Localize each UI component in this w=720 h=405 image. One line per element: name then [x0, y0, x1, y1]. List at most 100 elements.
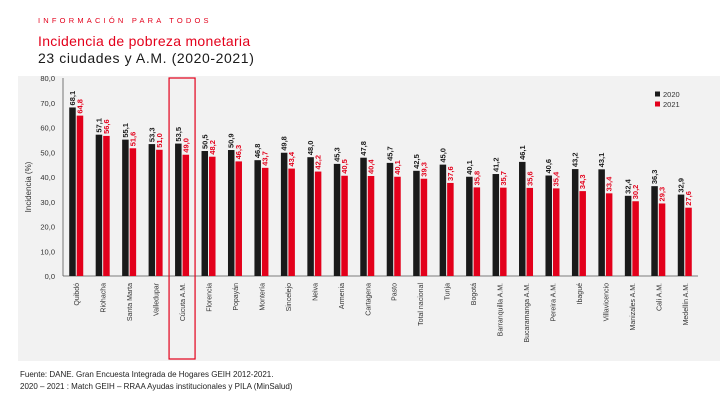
bar-chart: 0,0 10,0 20,0 30,0 40,0 50,0 60,0 70,0 80,0 Incid…: [24, 76, 698, 360]
bar-2020: [624, 195, 632, 276]
data-label-2020: 40,1: [465, 160, 474, 175]
y-tick-label: 70,0: [40, 99, 55, 108]
bar-2020: [69, 107, 76, 276]
header-kicker: INFORMACIÓN PARA TODOS: [38, 16, 212, 25]
y-tick-label: 20,0: [40, 223, 55, 232]
bar-2021: [552, 188, 560, 276]
bar-2021: [526, 187, 534, 276]
data-label-2020: 36,3: [650, 170, 659, 185]
data-label-2020: 43,2: [571, 152, 580, 167]
bar-2021: [473, 187, 481, 276]
bar-2021: [500, 187, 507, 276]
data-label-2021: 40,1: [393, 160, 402, 175]
bar-2020: [227, 150, 235, 276]
x-tick-label: Florencia: [207, 283, 214, 312]
bar-2021: [314, 171, 322, 276]
x-tick-label: Cartagena: [365, 283, 372, 316]
x-tick-label: Armenia: [339, 283, 346, 309]
data-label-2021: 42,2: [314, 155, 323, 170]
bar-2020: [95, 134, 103, 276]
data-label-2021: 46,3: [234, 145, 243, 160]
data-label-2021: 30,2: [631, 185, 640, 200]
bar-2020: [439, 164, 447, 276]
bar-2021: [103, 135, 110, 276]
data-label-2021: 37,6: [446, 166, 455, 181]
data-label-2021: 56,6: [102, 119, 111, 134]
x-tick-label: Popayán: [233, 283, 240, 311]
y-tick-label: 50,0: [40, 148, 55, 157]
x-tick-label: Valledupar: [154, 282, 161, 316]
bar-2021: [605, 193, 613, 276]
x-tick-label: Montería: [259, 283, 266, 311]
highlight-box: [168, 77, 196, 360]
bar-2020: [333, 163, 341, 276]
x-tick-label: Neiva: [312, 283, 319, 301]
data-label-2020: 48,0: [306, 141, 315, 156]
bar-2020: [280, 152, 288, 276]
bar-2021: [579, 191, 586, 276]
data-label-2020: 53,5: [174, 127, 183, 142]
x-tick-label: Pasto: [392, 283, 399, 301]
bar-2021: [288, 168, 295, 276]
data-label-2021: 34,3: [578, 174, 587, 189]
bar-2020: [598, 169, 605, 276]
bar-2020: [413, 170, 420, 276]
y-tick-label: 60,0: [40, 124, 55, 133]
data-label-2021: 35,8: [472, 171, 481, 186]
y-tick-label: 0,0: [45, 272, 55, 281]
bar-2020: [466, 176, 473, 276]
x-tick-label: Manizales A.M.: [630, 283, 637, 331]
bar-2020: [651, 186, 658, 276]
x-tick-label: Cúcuta A.M.: [180, 283, 187, 321]
bar-2021: [76, 115, 84, 276]
data-label-2021: 64,8: [75, 99, 84, 114]
data-label-2020: 41,2: [491, 157, 500, 172]
x-tick-label: Santa Marta: [127, 283, 134, 321]
data-label-2020: 32,9: [677, 178, 686, 193]
legend-label: 2020: [663, 90, 680, 99]
bar-2021: [129, 148, 137, 276]
data-label-2020: 46,1: [518, 145, 527, 160]
bar-2021: [261, 167, 269, 276]
data-label-2020: 43,1: [597, 153, 606, 168]
data-label-2021: 43,4: [287, 151, 296, 166]
data-label-2021: 29,3: [658, 187, 667, 202]
y-tick-label: 10,0: [40, 247, 55, 256]
chart-panel: 0,0 10,0 20,0 30,0 40,0 50,0 60,0 70,0 80,0 Incid…: [18, 76, 720, 361]
legend-label: 2021: [663, 100, 680, 109]
bar-2020: [307, 157, 314, 276]
data-label-2021: 40,4: [367, 159, 376, 174]
data-label-2021: 40,5: [340, 159, 349, 174]
x-tick-label: Tunja: [445, 283, 452, 300]
x-tick-label: Cali A.M.: [656, 283, 663, 311]
bar-2021: [685, 207, 692, 276]
footer-note: 2020 – 2021 : Match GEIH – RRAA Ayudas i…: [20, 382, 293, 391]
x-tick-label: Pereira A.M.: [550, 283, 557, 322]
bar-2021: [182, 154, 190, 276]
bar-2020: [175, 143, 182, 276]
data-label-2021: 51,6: [128, 132, 137, 147]
data-label-2020: 50,5: [200, 134, 209, 149]
bar-2020: [360, 157, 367, 276]
data-label-2021: 51,0: [155, 133, 164, 148]
data-label-2020: 45,3: [333, 147, 342, 162]
bar-2021: [156, 149, 163, 276]
x-tick-label: Medellín A.M.: [683, 283, 690, 325]
y-tick-label: 30,0: [40, 198, 55, 207]
data-label-2020: 45,7: [385, 146, 394, 161]
bar-2021: [209, 156, 216, 276]
legend-swatch-2021: [655, 101, 660, 107]
bar-2021: [632, 201, 639, 276]
bar-2021: [447, 182, 454, 276]
data-label-2021: 39,3: [419, 162, 428, 177]
bar-2020: [254, 160, 261, 276]
bar-2021: [420, 178, 428, 276]
chart-subtitle: 23 ciudades y A.M. (2020-2021): [38, 50, 255, 66]
data-label-2021: 27,6: [684, 191, 693, 206]
data-label-2020: 53,3: [147, 127, 156, 142]
data-label-2021: 33,4: [605, 176, 614, 191]
data-label-2020: 47,8: [359, 141, 368, 156]
bar-2020: [677, 194, 685, 276]
y-tick-label: 40,0: [40, 173, 55, 182]
x-tick-label: Ibagué: [577, 283, 584, 305]
